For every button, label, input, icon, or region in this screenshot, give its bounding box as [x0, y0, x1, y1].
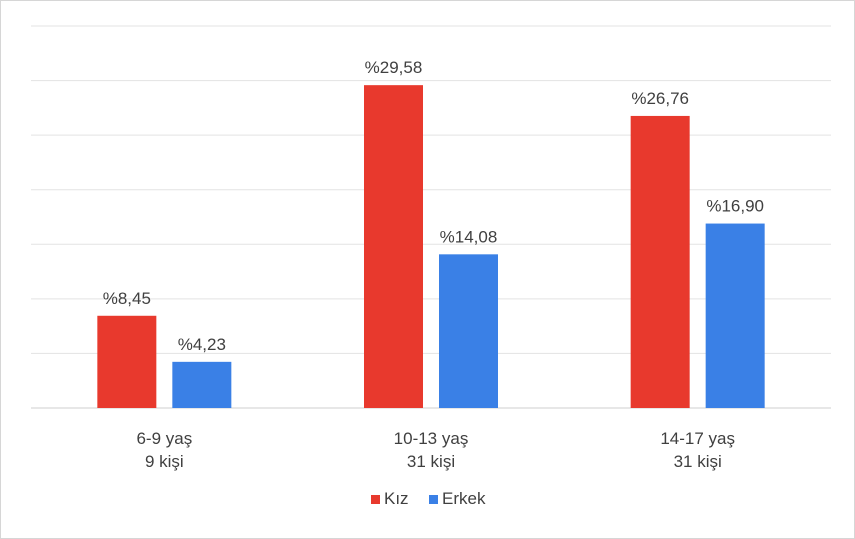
category-sublabel: 31 kişi [674, 452, 722, 471]
data-label: %16,90 [706, 197, 764, 216]
legend-swatch-kız [371, 495, 380, 504]
data-label: %26,76 [631, 89, 689, 108]
category-sublabel: 9 kişi [145, 452, 184, 471]
bar-erkek-0 [172, 361, 232, 408]
data-label: %14,08 [440, 227, 498, 246]
data-label: %29,58 [365, 58, 423, 77]
legend-swatch-erkek [429, 495, 438, 504]
category-label: 10-13 yaş [394, 429, 469, 448]
legend-label-erkek: Erkek [442, 489, 486, 508]
legend-label-kız: Kız [384, 489, 409, 508]
bars [97, 85, 765, 408]
data-label: %8,45 [103, 289, 151, 308]
legend: Kız Erkek [371, 489, 486, 508]
category-sublabel: 31 kişi [407, 452, 455, 471]
bar-erkek-2 [705, 223, 765, 408]
category-label: 6-9 yaş [136, 429, 192, 448]
gridlines [31, 25, 831, 409]
data-label: %4,23 [178, 335, 226, 354]
bar-kız-2 [630, 115, 690, 408]
category-label: 14-17 yaş [660, 429, 735, 448]
data-labels: %8,45 %4,23 %29,58 %14,08 %26,76 %16,90 [103, 58, 764, 354]
bar-kız-0 [97, 315, 157, 408]
category-labels: 6-9 yaş 9 kişi 10-13 yaş 31 kişi 14-17 yaş 31… [136, 429, 735, 471]
bar-erkek-1 [439, 254, 498, 408]
bar-kız-1 [364, 85, 423, 408]
